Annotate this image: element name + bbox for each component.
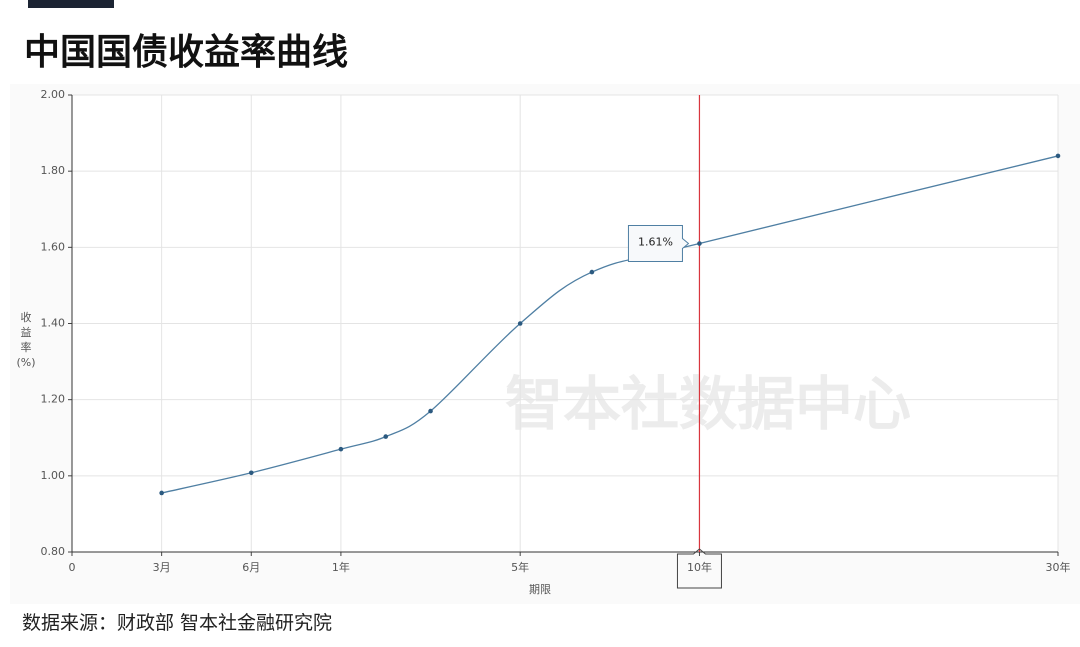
y-tick-label: 1.80 — [41, 164, 66, 177]
x-tick-label: 3月 — [153, 561, 171, 574]
y-tick-label: 1.60 — [41, 240, 66, 253]
x-tick-label: 6月 — [242, 561, 260, 574]
point — [248, 470, 254, 476]
x-tick-label: 0 — [69, 561, 76, 574]
point — [338, 446, 344, 452]
source-note: 数据来源：财政部 智本社金融研究院 — [22, 612, 332, 634]
y-tick-label: 1.00 — [41, 469, 66, 482]
x-axis-label: 期限 — [529, 583, 551, 596]
point — [697, 241, 702, 246]
accent-bar — [28, 0, 114, 8]
y-tick-label: 1.40 — [41, 317, 66, 330]
y-tick-label: 0.80 — [41, 545, 66, 558]
point — [159, 490, 164, 496]
tooltip-label: 1.61% — [638, 236, 673, 249]
x-tick-label: 10年 — [687, 560, 712, 574]
crosshair-x-box — [676, 548, 722, 589]
page-title: 中国国债收益率曲线 — [24, 32, 348, 73]
point — [383, 434, 389, 439]
watermark: 智本社数据中心 — [505, 370, 911, 438]
x-tick-label: 1年 — [332, 560, 350, 574]
point — [428, 408, 433, 414]
x-tick-label: 5年 — [511, 560, 529, 574]
line — [161, 155, 1059, 494]
y-axis-label: 收益率(%) — [16, 310, 35, 369]
point — [589, 269, 595, 275]
y-tick-label: 2.00 — [41, 88, 66, 101]
point — [1055, 153, 1061, 159]
x-tick-label: 30年 — [1046, 560, 1071, 574]
tooltip-box — [627, 225, 690, 263]
y-tick-label: 1.20 — [41, 393, 66, 406]
point — [517, 321, 523, 326]
